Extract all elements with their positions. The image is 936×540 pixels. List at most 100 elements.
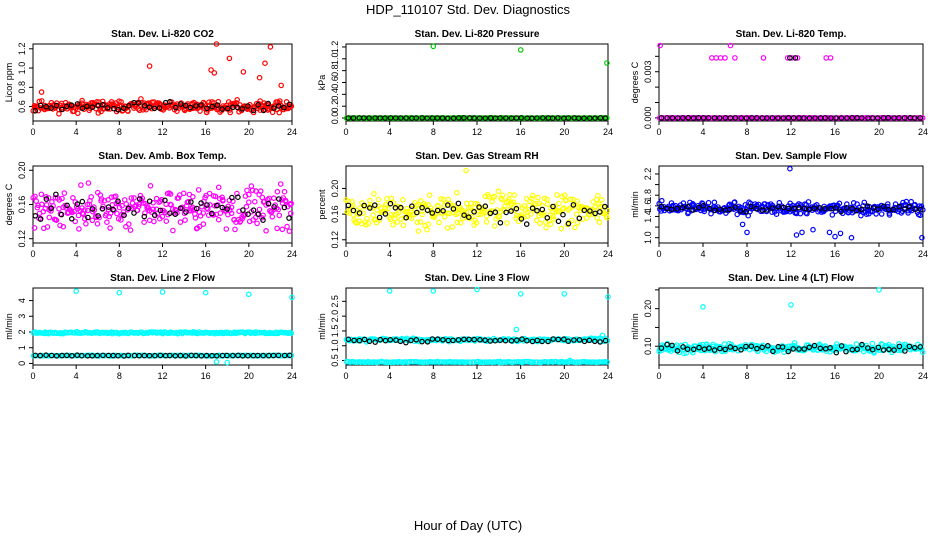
data-point-line4-hourly	[748, 343, 755, 350]
data-point-rh-all	[364, 215, 370, 222]
x-tick-label: 24	[603, 127, 613, 137]
data-point-line2-hourly	[167, 352, 173, 359]
data-point-rh-hourly	[440, 208, 446, 214]
data-point-pressure-hourly	[549, 115, 556, 122]
data-point-line2-all-high	[73, 288, 80, 294]
data-point-rh-all	[445, 196, 452, 203]
data-point-rh-all	[569, 217, 575, 224]
data-point-co2-all	[208, 67, 214, 73]
data-point-pressure-hourly	[581, 115, 587, 122]
data-point-line2-all-low	[46, 352, 53, 359]
data-point-box-hourly	[43, 196, 50, 202]
data-point-line3-hourly	[366, 338, 373, 345]
data-point-rh-all	[371, 191, 377, 197]
data-point-line2-hourly	[100, 352, 106, 359]
data-point-line4-hourly	[806, 344, 813, 351]
y-tick-label: 0.20	[17, 162, 27, 180]
data-point-line3-hourly	[461, 336, 467, 343]
data-point-rh-hourly	[424, 207, 431, 214]
data-point-box-all	[78, 182, 84, 188]
data-point-temp-hourly	[858, 115, 865, 121]
data-point-line2-hourly	[141, 352, 148, 359]
data-point-pressure-hourly	[482, 115, 489, 122]
data-point-line3-hourly	[513, 337, 520, 344]
data-point-pressure-hourly	[518, 115, 525, 121]
data-point-box-all	[159, 213, 166, 220]
data-point-line3-all-low	[366, 359, 372, 366]
data-point-box-hourly	[224, 206, 231, 212]
data-point-temp-all	[732, 55, 738, 61]
data-point-box-hourly	[141, 213, 148, 220]
data-point-co2-hourly	[84, 103, 90, 110]
data-point-pressure-all	[430, 43, 437, 50]
data-point-co2-all	[138, 99, 145, 106]
data-point-box-all	[185, 198, 192, 205]
plot-frame	[658, 287, 924, 366]
data-point-line3-hourly	[581, 338, 588, 345]
data-point-rh-hourly	[539, 206, 546, 213]
data-point-line3-hourly	[586, 337, 593, 344]
data-point-flow-all	[793, 232, 800, 238]
data-point-line2-all-high	[159, 289, 166, 295]
data-point-co2-all	[250, 109, 257, 116]
y-tick-label: 1.0	[643, 231, 653, 244]
data-point-temp-all	[778, 115, 785, 121]
data-point-flow-all	[848, 234, 855, 241]
data-point-box-hourly	[167, 210, 173, 217]
data-point-temp-hourly	[874, 115, 881, 121]
data-point-line4-hourly	[764, 342, 771, 349]
data-point-temp-hourly	[896, 115, 902, 121]
data-point-box-all	[254, 220, 260, 227]
data-point-flow-hourly	[843, 205, 850, 211]
x-tick-label: 8	[431, 371, 436, 381]
data-point-line3-all-low	[590, 359, 596, 365]
data-point-rh-all	[419, 211, 425, 218]
data-point-temp-all	[713, 55, 720, 61]
x-tick-label: 12	[786, 371, 796, 381]
data-point-pressure-hourly	[439, 115, 446, 121]
data-point-rh-all	[547, 221, 554, 227]
panel-title: Stan. Dev. Sample Flow	[735, 151, 847, 162]
data-point-box-hourly	[183, 209, 189, 215]
x-tick-label: 0	[30, 127, 35, 137]
data-point-line3-hourly	[361, 336, 368, 343]
data-point-co2-all	[226, 55, 233, 62]
data-point-box-hourly	[69, 216, 75, 222]
data-point-line3-all-high	[474, 286, 480, 293]
data-point-rh-hourly	[592, 210, 598, 217]
data-point-flow-hourly	[890, 206, 897, 213]
data-point-line2-all-low	[129, 352, 135, 359]
data-point-rh-all	[465, 204, 472, 211]
panel-co2: Stan. Dev. Li-820 CO2 Licor ppm 0 4 8 12 16 20 2…	[4, 29, 297, 137]
y-tick-label: 1	[17, 345, 27, 350]
data-point-rh-hourly	[529, 205, 536, 212]
data-point-line4-all	[876, 287, 882, 293]
data-point-rh-all	[453, 190, 460, 196]
data-point-rh-all	[510, 199, 517, 206]
y-axis-label: ml/min	[630, 313, 640, 340]
data-point-co2-hourly	[281, 104, 287, 111]
data-point-co2-hourly	[43, 103, 49, 110]
data-point-flow-hourly	[796, 204, 802, 211]
x-tick-label: 8	[431, 127, 436, 137]
data-point-line2-hourly	[43, 352, 49, 359]
data-point-temp-hourly	[812, 115, 818, 121]
data-point-box-hourly	[58, 211, 65, 218]
data-point-co2-hourly	[260, 107, 267, 114]
data-point-flow-all	[797, 210, 804, 217]
data-point-box-hourly	[286, 215, 292, 221]
x-tick-label: 12	[786, 249, 796, 259]
data-point-line4-hourly	[790, 346, 797, 352]
data-point-line3-hourly	[555, 336, 562, 343]
data-point-line3-hourly	[545, 338, 551, 345]
data-point-rh-all	[360, 210, 367, 217]
x-tick-label: 4	[387, 127, 392, 137]
data-point-rh-all	[528, 211, 534, 217]
data-point-flow-all	[908, 198, 915, 205]
x-tick-label: 4	[74, 249, 79, 259]
data-point-line3-hourly	[576, 337, 583, 343]
data-point-temp-hourly	[785, 115, 792, 121]
data-point-line4-hourly	[711, 347, 718, 353]
data-point-line4-hourly	[770, 348, 776, 355]
